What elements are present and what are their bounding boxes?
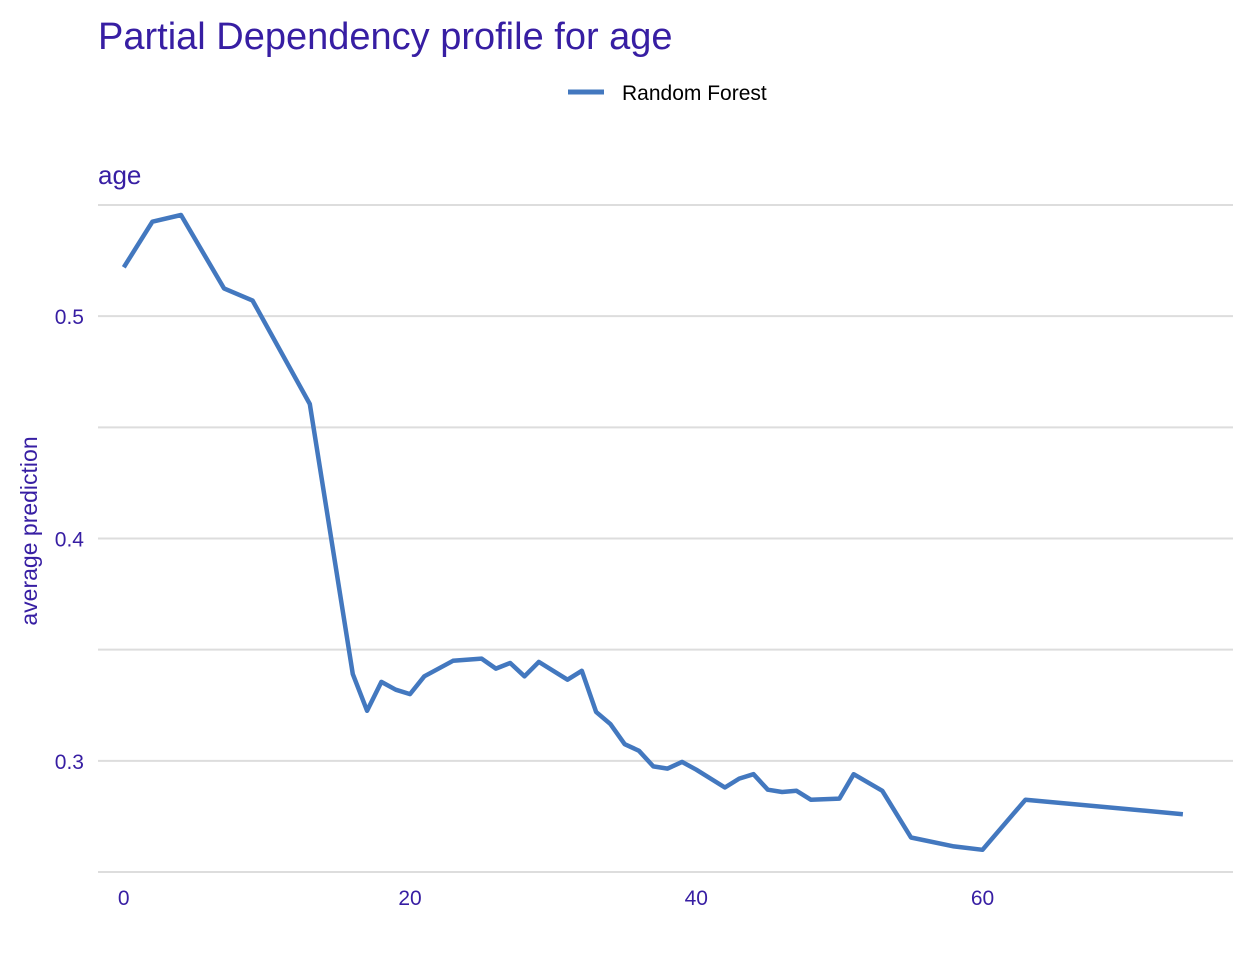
grid-lines [98,204,1233,873]
series-line-random-forest [121,212,1184,853]
x-tick-label: 20 [398,887,421,910]
x-tick-label: 60 [971,887,994,910]
panel-subtitle: age [98,160,141,190]
y-tick-label: 0.4 [55,529,85,552]
chart-title: Partial Dependency profile for age [98,16,673,58]
y-axis-label: average prediction [16,436,42,625]
x-tick-label: 0 [118,887,130,910]
x-tick-label: 40 [685,887,708,910]
y-tick-label: 0.3 [55,751,84,774]
series-lines [121,212,1184,853]
legend-label-random-forest: Random Forest [622,82,767,105]
y-tick-label: 0.5 [55,306,84,329]
tick-labels: 0.3 0.4 0.5 0 20 40 60 [55,306,994,910]
legend: Random Forest [568,82,767,105]
